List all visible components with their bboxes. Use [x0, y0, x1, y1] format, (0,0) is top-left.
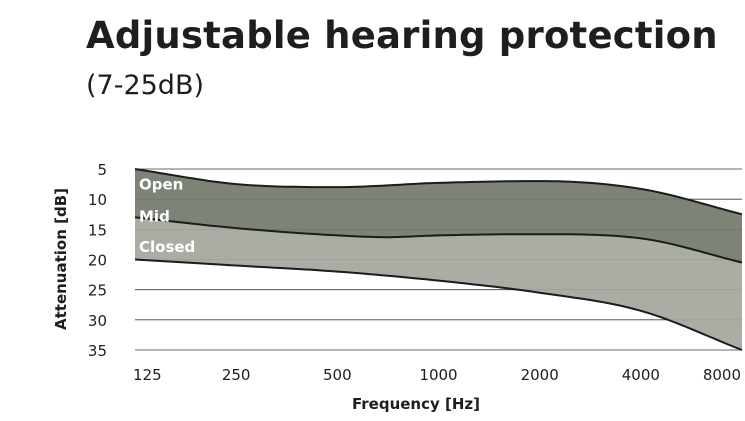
y-axis-label: Attenuation [dB]	[52, 188, 70, 330]
chart-subtitle: (7-25dB)	[86, 70, 205, 101]
x-tick-8000: 8000	[703, 366, 741, 384]
x-tick-1000: 1000	[419, 366, 457, 384]
chart-title: Adjustable hearing protection	[86, 14, 718, 57]
y-tick-30: 30	[88, 312, 107, 330]
band-mid	[135, 217, 742, 350]
band-label-open: Open	[139, 176, 183, 194]
y-tick-20: 20	[88, 252, 107, 270]
y-tick-10: 10	[88, 191, 107, 209]
x-tick-labels: 125 250 500 1000 2000 4000 8000	[133, 366, 741, 384]
x-tick-2000: 2000	[521, 366, 559, 384]
x-tick-125: 125	[133, 366, 162, 384]
y-tick-25: 25	[88, 282, 107, 300]
x-axis-label: Frequency [Hz]	[352, 395, 480, 413]
y-tick-35: 35	[88, 342, 107, 360]
curve-open	[134, 168, 743, 216]
boundary-curves	[134, 168, 743, 351]
band-label-mid: Mid	[139, 208, 170, 226]
y-tick-labels: 5 10 15 20 25 30 35	[88, 161, 107, 360]
band-label-closed: Closed	[139, 238, 195, 256]
band-labels: Open Mid Closed	[139, 176, 195, 256]
attenuation-bands	[135, 169, 742, 350]
curve-mid	[134, 216, 743, 264]
band-open	[135, 169, 742, 263]
curve-closed	[134, 258, 743, 351]
x-tick-250: 250	[222, 366, 251, 384]
y-tick-15: 15	[88, 221, 107, 239]
x-tick-500: 500	[323, 366, 352, 384]
x-tick-4000: 4000	[622, 366, 660, 384]
y-tick-5: 5	[97, 161, 107, 179]
